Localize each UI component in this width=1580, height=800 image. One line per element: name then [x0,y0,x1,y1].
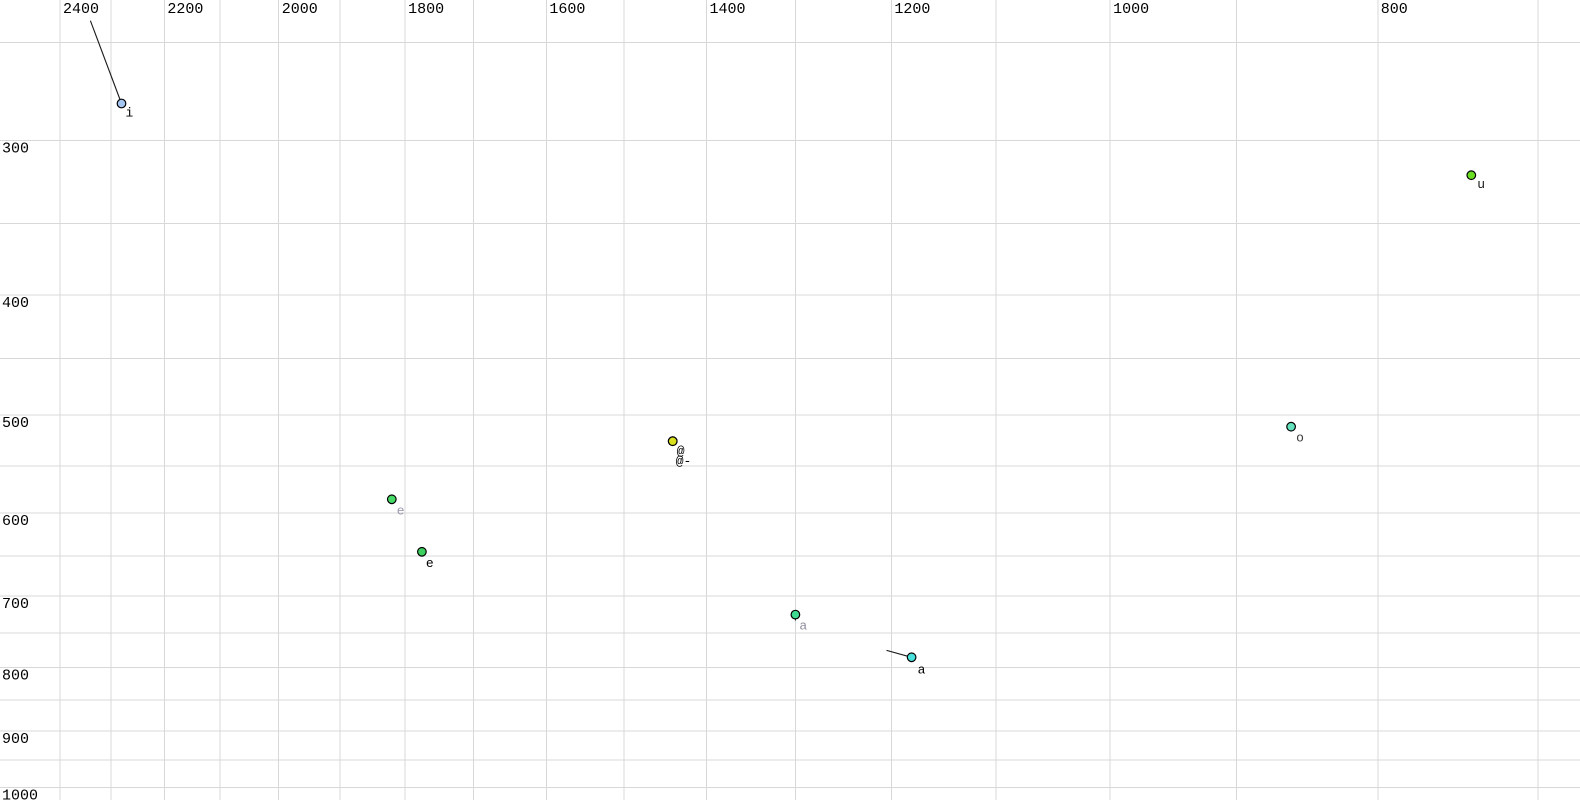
x-tick-label-2000: 2000 [282,1,318,18]
vowel-label-o: o [1296,431,1304,446]
y-tick-label-500: 500 [2,415,29,432]
x-tick-label-1600: 1600 [549,1,585,18]
vowel-label-e: e [397,503,405,518]
vowel-label-a: a [918,662,926,677]
x-tick-label-2400: 2400 [63,1,99,18]
vowel-label-u: u [1477,177,1485,192]
x-tick-label-1200: 1200 [894,1,930,18]
vowel-label-@-: @- [676,454,692,469]
vowel-point-u[interactable] [1466,170,1477,181]
y-tick-label-900: 900 [2,731,29,748]
vowel-point-e[interactable] [386,494,397,505]
vowel-point-a[interactable] [906,652,917,663]
y-tick-label-800: 800 [2,668,29,685]
y-tick-label-700: 700 [2,596,29,613]
vowel-label-e: e [426,556,434,571]
x-tick-label-800: 800 [1381,1,1408,18]
y-tick-label-1000: 1000 [2,787,38,800]
x-tick-label-1000: 1000 [1113,1,1149,18]
vowel-point-e[interactable] [417,546,427,557]
y-tick-label-400: 400 [2,295,29,312]
vowel-point-o[interactable] [1286,421,1296,432]
vowel-point-i[interactable] [116,98,127,109]
vowel-point-a[interactable] [790,609,801,620]
vowel-label-@: @ [677,444,685,459]
x-tick-label-1400: 1400 [710,1,746,18]
y-tick-label-300: 300 [2,141,29,158]
x-tick-label-1800: 1800 [408,1,444,18]
vowel-label-a: a [799,619,807,634]
vowel-point-@-[interactable] [667,436,678,447]
trajectory-line-i [89,20,123,104]
y-tick-label-600: 600 [2,513,29,530]
vowel-label-i: i [126,106,134,121]
x-tick-label-2200: 2200 [167,1,203,18]
